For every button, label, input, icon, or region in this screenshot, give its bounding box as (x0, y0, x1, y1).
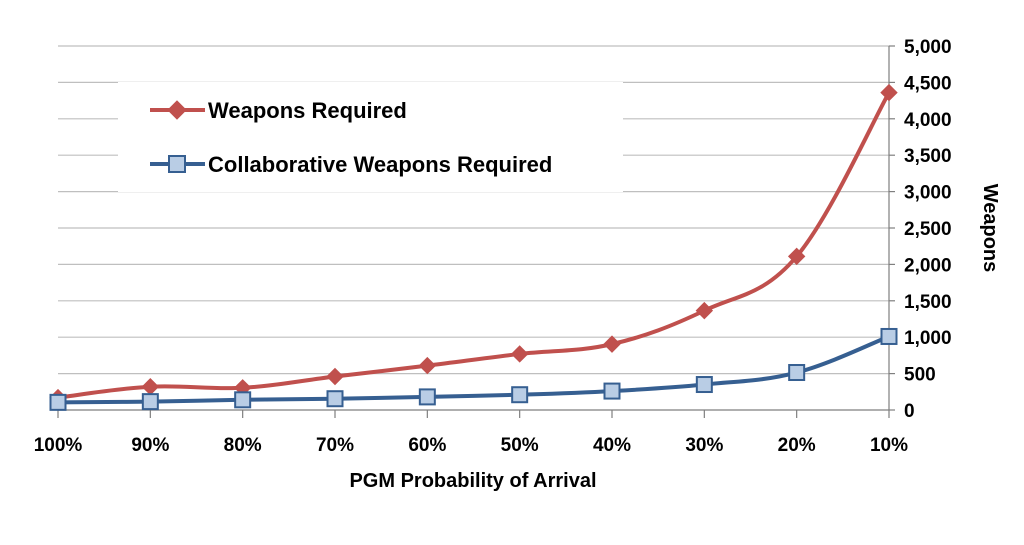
data-point-diamond (510, 345, 529, 363)
legend-label-weapons-required: Weapons Required (208, 98, 407, 123)
series-layer (49, 83, 898, 411)
x-tick-label: 100% (34, 435, 83, 456)
data-point-diamond (603, 335, 621, 353)
series-line-collaborative-weapons-required (57, 334, 890, 405)
x-tick-label: 70% (316, 435, 354, 456)
y-tick-label: 1,500 (904, 292, 952, 313)
x-axis-title: PGM Probability of Arrival (349, 470, 596, 492)
y-tick-label: 0 (904, 401, 915, 422)
legend-marker-diamond-icon (167, 100, 187, 120)
data-point-diamond (880, 83, 898, 102)
data-point-square (603, 382, 621, 400)
y-axis-ticks: 0 500 1,000 1,500 2,000 2,500 3,000 3,500 4,000 4… (888, 37, 952, 422)
x-tick-label: 80% (224, 435, 262, 456)
data-point-square (788, 364, 806, 382)
x-tick-label: 10% (870, 435, 908, 456)
data-point-square (49, 393, 67, 411)
y-tick-label: 3,500 (904, 146, 952, 167)
series-line-weapons-required (57, 91, 891, 400)
legend-label-collaborative-weapons-required: Collaborative Weapons Required (208, 152, 552, 177)
data-point-diamond (787, 247, 806, 266)
x-tick-label: 90% (131, 435, 169, 456)
x-tick-label: 20% (778, 435, 816, 456)
x-tick-label: 60% (408, 435, 446, 456)
y-tick-label: 2,500 (904, 219, 952, 240)
y-tick-label: 5,000 (904, 37, 952, 58)
data-point-square (141, 393, 159, 411)
legend-background (118, 82, 623, 192)
y-axis-title: Weapons (979, 184, 1001, 273)
data-point-diamond (141, 377, 160, 396)
series-collaborative-weapons-required (49, 327, 898, 411)
legend: Weapons Required Collaborative Weapons R… (150, 98, 552, 177)
data-point-square (511, 386, 529, 404)
y-tick-label: 2,000 (904, 255, 952, 276)
data-point-square (880, 327, 898, 345)
data-point-square (418, 388, 436, 406)
data-point-square (326, 390, 344, 408)
y-tick-label: 4,000 (904, 110, 952, 131)
x-tick-label: 40% (593, 435, 631, 456)
y-tick-label: 4,500 (904, 73, 952, 94)
data-point-diamond (695, 301, 714, 320)
data-point-diamond (326, 367, 344, 386)
x-axis-ticks: 100% 90% 80% 70% 60% 50% 40% 30% 20% 10% (34, 410, 908, 456)
x-tick-label: 50% (501, 435, 539, 456)
x-tick-label: 30% (685, 435, 723, 456)
y-tick-label: 3,000 (904, 183, 952, 204)
data-point-square (695, 376, 713, 394)
legend-marker-square-icon (168, 155, 186, 173)
data-point-diamond (418, 356, 437, 375)
data-point-square (234, 391, 252, 409)
y-tick-label: 1,000 (904, 328, 952, 349)
y-tick-label: 500 (904, 365, 936, 386)
series-weapons-required (49, 83, 898, 407)
